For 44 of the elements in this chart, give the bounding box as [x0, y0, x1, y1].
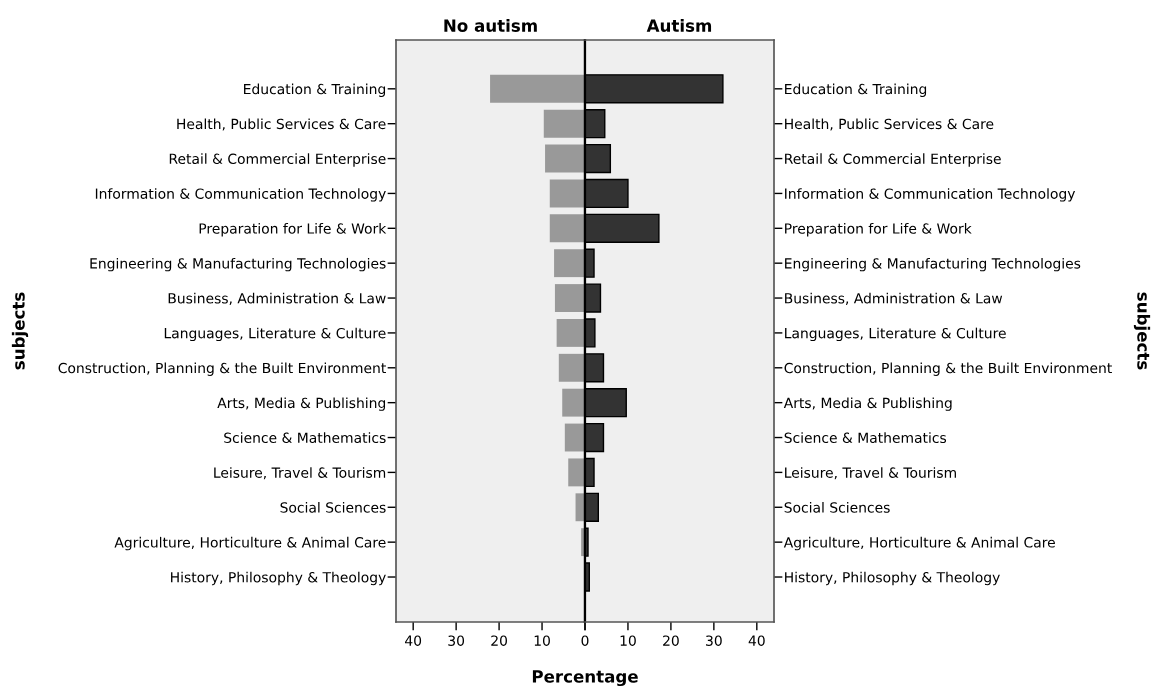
y-tick-label: Business, Administration & Law	[785, 292, 1003, 305]
y-tick-label: Retail & Commercial Enterprise	[785, 153, 1001, 167]
y-tick-label: History, Philosophy & Theology	[171, 571, 386, 586]
y-tick-label: Agriculture, Horticulture & Animal Care	[114, 536, 386, 551]
y-tick-label: Social Sciences	[784, 502, 890, 513]
y-tick-label: Construction, Planning & the Built Environment	[58, 362, 386, 376]
x-tick-label: 10	[620, 635, 636, 646]
y-tick-label: Leisure, Travel & Tourism	[785, 467, 956, 480]
x-tick-label: 20	[663, 635, 679, 646]
y-tick-label: Arts, Media & Publishing	[783, 397, 952, 411]
chart-title: No autism	[444, 19, 537, 32]
y-tick-label: Leisure, Travel & Tourism	[214, 467, 386, 480]
y-axis-title: subjects	[11, 292, 29, 370]
y-tick-label: Engineering & Manufacturing Technologies	[785, 257, 1081, 272]
y-tick-label: Social Sciences	[280, 502, 386, 513]
y-tick-label: Information & Communication Technology	[95, 188, 386, 202]
y-axis-title: subjects	[1133, 292, 1151, 370]
y-tick-label: Preparation for Life & Work	[785, 223, 972, 237]
y-tick-label: Science & Mathematics	[224, 432, 386, 444]
y-tick-label: Agriculture, Horticulture & Animal Care	[783, 536, 1055, 551]
y-tick-label: Engineering & Manufacturing Technologies	[90, 257, 386, 272]
x-tick-label: 0	[581, 635, 589, 646]
x-tick-label: 40	[748, 635, 765, 646]
x-tick-label: 30	[706, 635, 722, 646]
y-tick-label: Health, Public Services & Care	[177, 118, 386, 131]
x-tick-label: 30	[448, 635, 465, 646]
y-tick-label: Education & Training	[785, 83, 927, 97]
y-tick-label: Languages, Literature & Culture	[785, 327, 1006, 342]
x-axis-title: Percentage	[532, 670, 638, 687]
y-tick-label: Arts, Media & Publishing	[217, 397, 386, 411]
x-tick-label: 20	[491, 635, 508, 646]
y-tick-label: History, Philosophy & Theology	[785, 571, 1000, 586]
y-tick-label: Education & Training	[244, 83, 386, 97]
y-tick-label: Preparation for Life & Work	[199, 223, 387, 237]
x-tick-label: 10	[534, 635, 550, 646]
chart-title: Autism	[646, 19, 712, 32]
y-tick-label: Business, Administration & Law	[168, 292, 386, 305]
y-tick-label: Health, Public Services & Care	[785, 118, 994, 131]
y-tick-label: Science & Mathematics	[784, 432, 947, 444]
y-tick-label: Construction, Planning & the Built Environment	[784, 362, 1112, 376]
y-tick-label: Information & Communication Technology	[785, 188, 1076, 202]
y-tick-label: Retail & Commercial Enterprise	[169, 153, 386, 167]
x-tick-label: 40	[405, 635, 422, 646]
y-tick-label: Languages, Literature & Culture	[164, 327, 386, 342]
